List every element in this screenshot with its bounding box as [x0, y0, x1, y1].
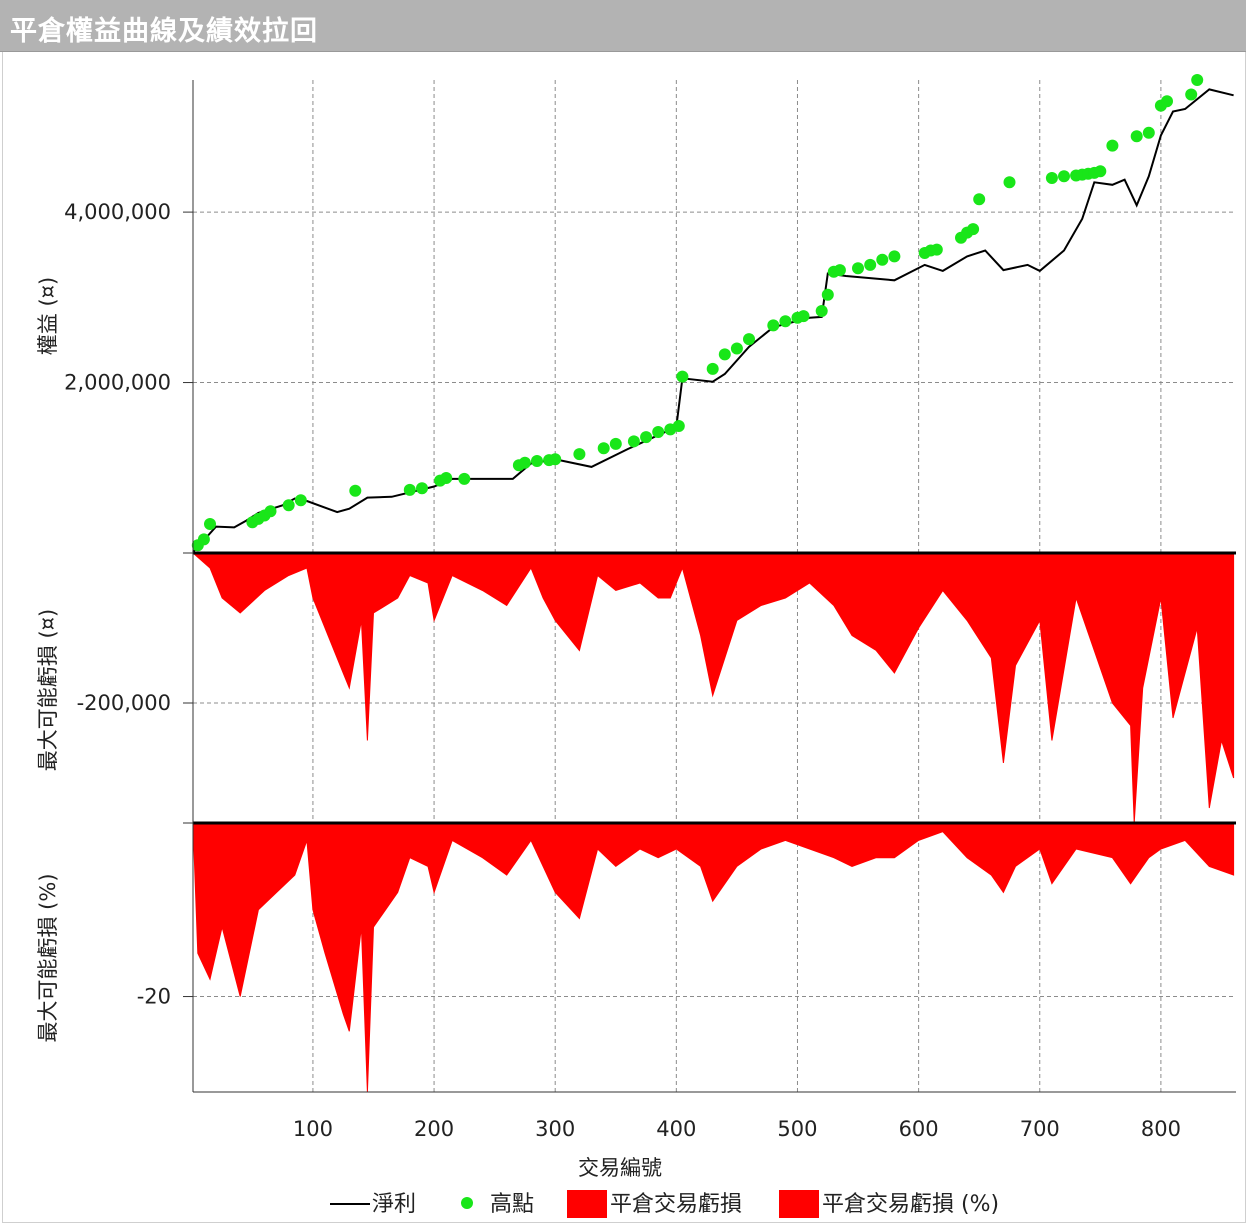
legend-swatch-peak: [461, 1197, 473, 1209]
peak-point: [403, 483, 416, 496]
x-tick-label: 800: [1141, 1117, 1181, 1141]
x-tick-label: 200: [414, 1117, 454, 1141]
drawdown-percent-area: [192, 822, 1235, 1093]
peak-point: [1003, 176, 1016, 189]
peak-point: [815, 305, 828, 317]
y-tick-label: -200,000: [77, 691, 171, 715]
peak-point: [1058, 170, 1070, 183]
y-tick-label: -20: [137, 985, 171, 1009]
legend-label-net-profit: 淨利: [372, 1192, 416, 1217]
peak-point: [264, 505, 277, 518]
peak-point: [1094, 165, 1107, 178]
legend-label-loss: 平倉交易虧損: [610, 1192, 742, 1217]
peak-point: [1161, 95, 1173, 108]
peak-point: [779, 315, 792, 328]
y-axis-label-equity: 權益 (¤): [36, 277, 60, 355]
peak-point: [549, 453, 562, 466]
peak-point: [597, 442, 610, 455]
peak-point: [204, 518, 216, 530]
y-tick-label: 2,000,000: [64, 371, 171, 395]
peak-point: [531, 455, 543, 467]
peak-point: [876, 253, 889, 266]
data-layer: [191, 74, 1236, 1093]
peak-point: [652, 426, 665, 438]
x-tick-label: 600: [899, 1117, 939, 1141]
peak-point: [640, 431, 653, 444]
legend-swatch-loss-percent: [779, 1190, 819, 1218]
peak-point: [573, 448, 586, 461]
legend-label-peak: 高點: [490, 1192, 534, 1217]
x-tick-label: 100: [293, 1117, 333, 1141]
peak-point: [821, 288, 834, 301]
peak-point: [797, 310, 810, 323]
peak-point: [349, 484, 362, 497]
peak-point: [718, 348, 731, 361]
axis-layer: 100 200 300 400 500 600 700 800 2,000,000 4,000,0…: [64, 80, 1236, 1141]
peak-point: [767, 319, 780, 332]
x-tick-label: 400: [656, 1117, 696, 1141]
x-tick-label: 300: [535, 1117, 575, 1141]
legend-swatch-loss: [567, 1190, 607, 1218]
peak-point: [967, 223, 980, 236]
peak-point: [864, 258, 877, 271]
peak-point: [743, 333, 755, 346]
title-bar: 平倉權益曲線及績效拉回: [0, 0, 1246, 52]
peak-point: [973, 193, 986, 206]
y-axis-label-drawdown: 最大可能虧損 (¤): [36, 609, 60, 771]
peak-point: [706, 362, 719, 375]
peak-point: [416, 482, 428, 495]
legend: 淨利 高點 平倉交易虧損 平倉交易虧損 (%): [330, 1190, 999, 1218]
peak-point: [930, 243, 943, 256]
window-title: 平倉權益曲線及績效拉回: [10, 16, 318, 47]
y-axis-label-drawdown-percent: 最大可能虧損 (%): [36, 873, 60, 1042]
peak-point: [1191, 74, 1204, 86]
peak-point: [730, 342, 743, 355]
peak-point: [833, 264, 846, 277]
peak-point: [1045, 172, 1058, 184]
peak-point: [672, 420, 685, 432]
x-tick-label: 700: [1020, 1117, 1060, 1141]
drawdown-area: [191, 552, 1235, 824]
peak-point: [458, 472, 471, 485]
peak-point: [627, 435, 640, 448]
peak-point: [197, 533, 210, 546]
peak-point: [282, 499, 295, 512]
peak-point: [676, 370, 689, 383]
x-axis-label: 交易編號: [578, 1156, 662, 1180]
peak-point: [518, 456, 531, 469]
peak-point: [294, 494, 307, 507]
peak-point: [609, 437, 622, 450]
legend-label-loss-percent: 平倉交易虧損 (%): [822, 1192, 999, 1217]
y-tick-label: 4,000,000: [64, 200, 171, 224]
peak-point: [1142, 126, 1155, 139]
peak-point: [1185, 88, 1198, 101]
peak-point: [440, 472, 453, 484]
peak-point: [888, 250, 901, 263]
x-tick-label: 500: [777, 1117, 817, 1141]
peak-point: [852, 262, 864, 275]
peak-point: [1106, 139, 1119, 152]
peak-point: [1130, 130, 1143, 143]
net-profit-line: [192, 88, 1234, 553]
